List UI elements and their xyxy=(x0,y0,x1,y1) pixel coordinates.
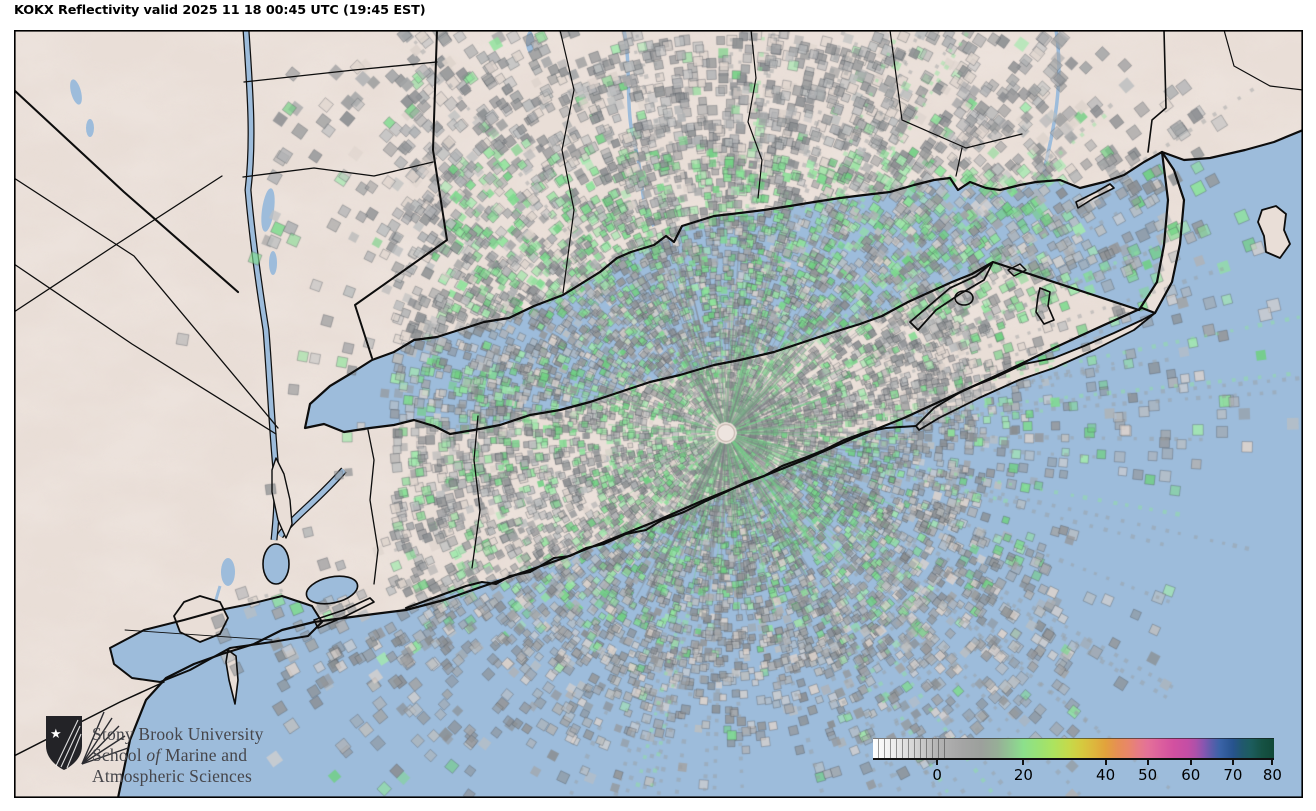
star-icon: ★ xyxy=(50,727,62,742)
colorbar-tick-label: 20 xyxy=(1013,766,1033,784)
gardiners-island-coastline xyxy=(1035,287,1055,325)
county-line-westchester-n xyxy=(243,61,438,83)
colorbar-tick xyxy=(936,758,939,765)
ocean-coastline xyxy=(116,150,1186,798)
logo-rays xyxy=(81,711,129,765)
colorbar-axis xyxy=(873,758,1274,760)
reflectivity-colorbar xyxy=(873,738,1274,759)
colorbar-tick xyxy=(1231,758,1234,765)
plum-island-coastline xyxy=(1007,263,1027,277)
page-title: KOKX Reflectivity valid 2025 11 18 00:45… xyxy=(14,3,426,18)
attribution-line-2: School of Marine and xyxy=(92,745,248,766)
colorbar-tick xyxy=(1146,758,1149,765)
colorbar-tick-label: 60 xyxy=(1181,766,1201,784)
sound-coastline xyxy=(303,150,1170,436)
attribution-text: Stony Brook University School of Marine … xyxy=(92,724,264,788)
county-line-nj-a xyxy=(14,177,279,429)
rockaway-coastline xyxy=(313,597,375,629)
county-line-ct-1 xyxy=(559,30,575,294)
attribution-line-3: Atmospheric Sciences xyxy=(92,766,252,787)
county-line-westchester-s xyxy=(242,161,434,178)
upper-bay-coastline xyxy=(262,543,290,585)
state-line-ct-ri xyxy=(1147,30,1167,153)
colorbar-tick-label: 50 xyxy=(1138,766,1158,784)
county-line-nj-b xyxy=(14,175,223,313)
radar-echo-layer xyxy=(14,30,1303,798)
south-fork-coastline xyxy=(915,312,1156,431)
county-line-li-west xyxy=(367,429,379,585)
staten-island-coastline xyxy=(173,595,229,643)
colorbar-step-lines xyxy=(873,739,950,759)
colorbar-tick-label: 80 xyxy=(1262,766,1282,784)
colorbar-tick xyxy=(1104,758,1107,765)
sandy-hook-coastline xyxy=(225,649,239,705)
rhode-island-coastline xyxy=(1160,128,1303,162)
fishers-island-coastline xyxy=(1075,183,1115,209)
radar-site-marker xyxy=(716,423,736,443)
colorbar-tick xyxy=(1271,758,1274,765)
map-frame xyxy=(14,30,1303,798)
county-line-nj-a2 xyxy=(14,263,277,435)
manhattan-coastline xyxy=(271,457,293,539)
shelter-island-coastline xyxy=(954,290,974,306)
state-line-ny-nj xyxy=(14,88,240,294)
colorbar-tick-label: 40 xyxy=(1096,766,1116,784)
mainland-south-shore xyxy=(405,425,917,609)
colorbar-tick-label: 70 xyxy=(1223,766,1243,784)
radar-map xyxy=(14,30,1303,798)
state-line-ny-ct xyxy=(354,30,448,359)
jamaica-bay-coastline xyxy=(305,575,359,605)
county-line-ct-4 xyxy=(955,147,963,177)
bay-boundary-line xyxy=(124,629,273,641)
stony-brook-logo: ★ xyxy=(42,708,172,788)
county-line-ct-3 xyxy=(889,30,1023,149)
colorbar-tick xyxy=(1022,758,1025,765)
colorbar-tick xyxy=(1189,758,1192,765)
county-line-ct-2 xyxy=(747,30,763,199)
colorbar-tick-label: 0 xyxy=(932,766,942,784)
colorbar-ticks: 0 20 40 50 60 70 80 xyxy=(873,758,1282,784)
lower-bay-coastline xyxy=(109,595,323,683)
boundary-layer xyxy=(14,30,1303,798)
block-island-coastline xyxy=(1257,205,1291,259)
shield-stripes xyxy=(55,719,82,769)
attribution-line-1: Stony Brook University xyxy=(92,724,264,744)
north-fork-coastline xyxy=(909,261,994,331)
county-line-li-east xyxy=(471,415,481,569)
county-line-ri xyxy=(1223,30,1303,91)
